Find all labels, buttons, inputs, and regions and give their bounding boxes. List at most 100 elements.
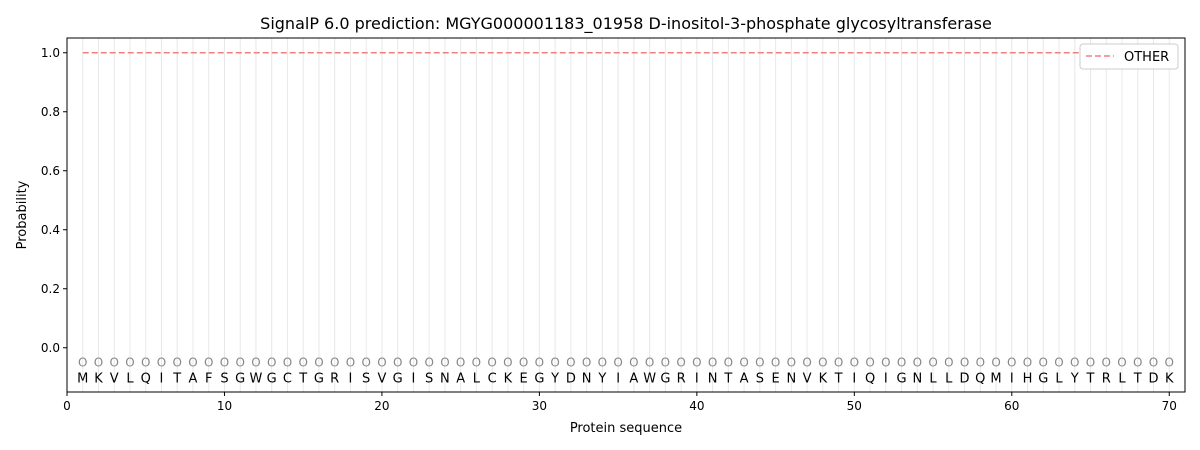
y-tick-label: 0.4 [41,223,60,237]
residue-label: S [220,371,228,386]
residue-label: A [189,371,198,386]
position-marker: O [897,356,906,370]
position-marker: O [519,356,528,370]
x-tick-label: 20 [374,399,389,413]
residue-label: G [534,371,544,386]
residue-label: T [1133,371,1142,386]
position-marker: O [582,356,591,370]
position-marker: O [346,356,355,370]
position-marker: O [550,356,559,370]
position-marker: O [267,356,276,370]
residue-label: R [330,371,339,386]
residue-label: H [1023,371,1033,386]
position-marker: O [739,356,748,370]
position-marker: O [251,356,260,370]
y-tick-label: 1.0 [41,46,60,60]
residue-label: V [110,371,119,386]
position-marker: O [850,356,859,370]
position-marker: O [424,356,433,370]
position-marker: O [598,356,607,370]
position-marker: O [456,356,465,370]
residue-label: I [695,371,699,386]
position-marker: O [1023,356,1032,370]
residue-label: N [708,371,718,386]
residue-label: N [440,371,450,386]
residue-label: N [582,371,592,386]
residue-label: T [172,371,181,386]
residue-label: I [852,371,856,386]
position-marker: O [645,356,654,370]
residue-label: K [819,371,828,386]
position-marker: O [440,356,449,370]
residue-label: L [929,371,937,386]
residue-label: G [660,371,670,386]
position-marker: O [724,356,733,370]
position-marker: O [361,356,370,370]
position-marker: O [1086,356,1095,370]
position-marker: O [487,356,496,370]
residue-label: Q [141,371,151,386]
position-marker: O [1039,356,1048,370]
position-marker: O [613,356,622,370]
position-marker: O [834,356,843,370]
x-tick-label: 70 [1162,399,1177,413]
residue-label: G [267,371,277,386]
position-marker: O [566,356,575,370]
residue-label: T [834,371,843,386]
residue-label: W [250,371,263,386]
x-tick-label: 30 [532,399,547,413]
residue-label: E [771,371,779,386]
residue-label: V [377,371,386,386]
residue-label: K [94,371,103,386]
position-marker: O [865,356,874,370]
position-marker: O [377,356,386,370]
residue-label: F [205,371,212,386]
position-marker: O [188,356,197,370]
position-marker: O [787,356,796,370]
position-marker: O [676,356,685,370]
position-marker: O [472,356,481,370]
residue-label: Y [597,371,606,386]
residue-label: G [314,371,324,386]
position-marker: O [220,356,229,370]
residue-label: C [488,371,497,386]
residue-label: L [473,371,481,386]
residue-label: D [1148,371,1158,386]
residue-label: S [362,371,370,386]
position-marker: O [283,356,292,370]
residue-label: Q [975,371,985,386]
x-tick-label: 10 [217,399,232,413]
residue-label: D [566,371,576,386]
residue-label: T [298,371,307,386]
residue-label: I [1010,371,1014,386]
position-marker: O [802,356,811,370]
residue-label: L [1055,371,1063,386]
residue-label: I [884,371,888,386]
residue-label: I [616,371,620,386]
position-marker: O [755,356,764,370]
position-marker: O [708,356,717,370]
position-marker: O [172,356,181,370]
position-marker: O [409,356,418,370]
position-marker: O [991,356,1000,370]
residue-label: L [1118,371,1126,386]
position-marker: O [94,356,103,370]
y-tick-label: 0.2 [41,282,60,296]
residue-label: A [456,371,465,386]
residue-label: C [283,371,292,386]
residue-label: D [960,371,970,386]
residue-label: W [643,371,656,386]
residue-label: I [412,371,416,386]
position-marker: O [141,356,150,370]
residue-label: N [912,371,922,386]
position-marker: O [1117,356,1126,370]
y-tick-label: 0.6 [41,164,60,178]
position-marker: O [944,356,953,370]
residue-label: L [945,371,953,386]
position-marker: O [1133,356,1142,370]
y-tick-label: 0.0 [41,341,60,355]
residue-label: Y [550,371,559,386]
position-marker: O [976,356,985,370]
residue-label: K [1165,371,1174,386]
